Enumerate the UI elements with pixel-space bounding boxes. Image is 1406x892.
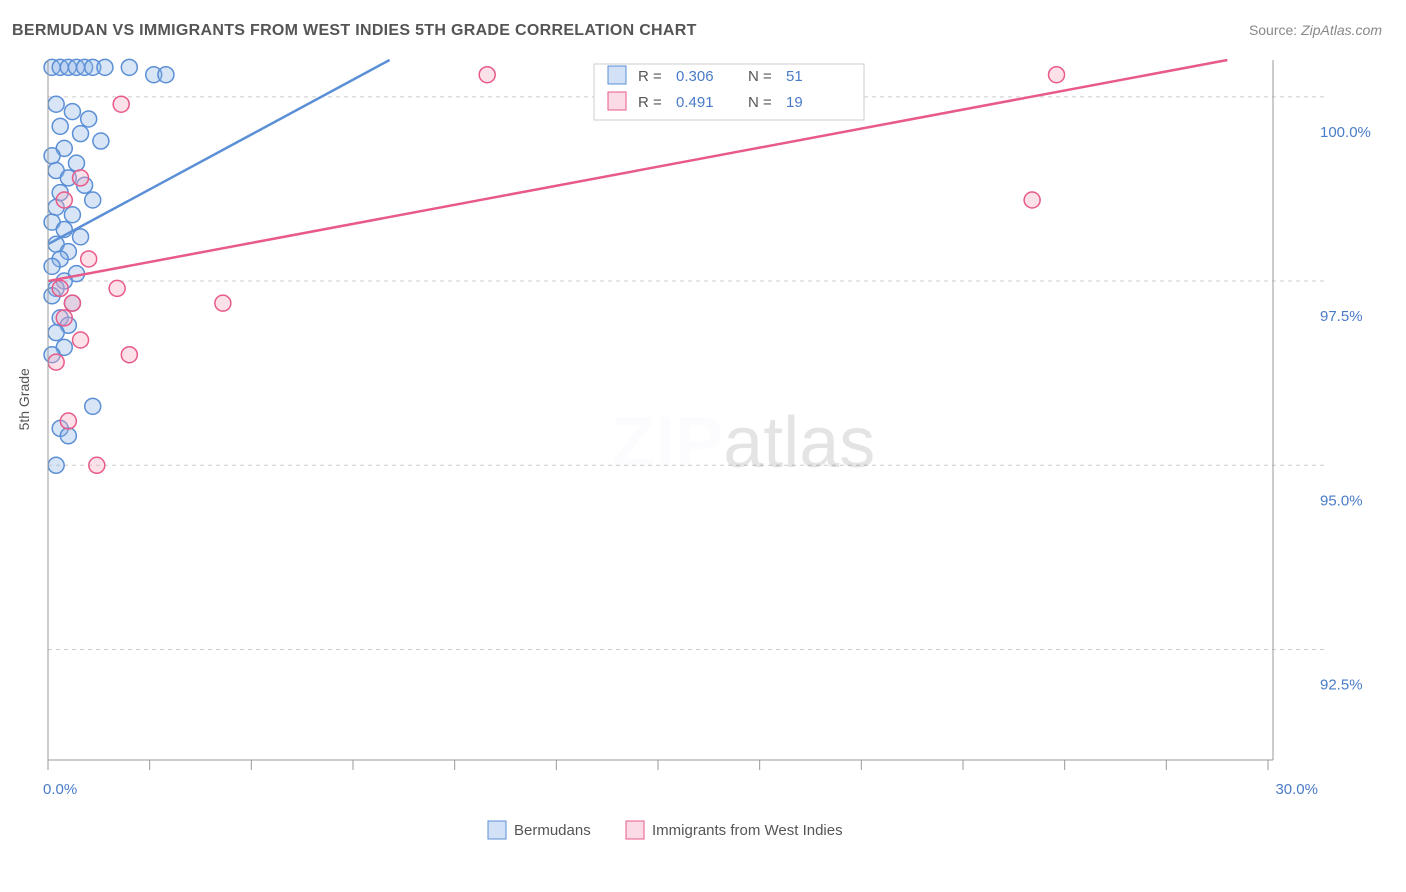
data-point xyxy=(64,207,80,223)
data-point xyxy=(52,280,68,296)
data-point xyxy=(89,457,105,473)
data-point xyxy=(68,155,84,171)
data-point xyxy=(81,111,97,127)
data-point xyxy=(85,192,101,208)
data-point xyxy=(158,67,174,83)
legend-bg xyxy=(594,64,864,120)
data-point xyxy=(73,332,89,348)
y-tick-label: 100.0% xyxy=(1320,124,1371,141)
legend-swatch xyxy=(626,821,644,839)
legend-series-label: Bermudans xyxy=(514,822,591,839)
legend-r-label: R = xyxy=(638,94,662,111)
legend-r-value: 0.491 xyxy=(676,94,714,111)
source-label: Source: xyxy=(1249,22,1297,38)
y-tick-label: 92.5% xyxy=(1320,676,1363,693)
y-axis-label: 5th Grade xyxy=(16,368,32,430)
data-point xyxy=(64,104,80,120)
x-tick-label: 30.0% xyxy=(1275,781,1318,798)
data-point xyxy=(44,258,60,274)
data-point xyxy=(48,325,64,341)
scatter-chart: 92.5%95.0%97.5%100.0%ZIPatlas0.0%30.0%R … xyxy=(48,60,1328,800)
data-point xyxy=(73,229,89,245)
legend-swatch xyxy=(488,821,506,839)
data-point xyxy=(48,457,64,473)
chart-title: BERMUDAN VS IMMIGRANTS FROM WEST INDIES … xyxy=(12,22,697,40)
chart-svg: 92.5%95.0%97.5%100.0%ZIPatlas0.0%30.0%R … xyxy=(48,60,1328,800)
source-value: ZipAtlas.com xyxy=(1301,22,1382,38)
data-point xyxy=(1024,192,1040,208)
legend-n-value: 19 xyxy=(786,94,803,111)
data-point xyxy=(73,126,89,142)
data-point xyxy=(113,96,129,112)
source-attribution: Source: ZipAtlas.com xyxy=(1249,22,1382,38)
y-tick-label: 97.5% xyxy=(1320,308,1363,325)
data-point xyxy=(93,133,109,149)
legend-swatch xyxy=(608,92,626,110)
data-point xyxy=(215,295,231,311)
data-point xyxy=(109,280,125,296)
data-point xyxy=(64,295,80,311)
data-point xyxy=(44,148,60,164)
legend-n-label: N = xyxy=(748,94,772,111)
data-point xyxy=(48,96,64,112)
data-point xyxy=(85,398,101,414)
legend-swatch xyxy=(608,66,626,84)
data-point xyxy=(121,59,137,75)
data-point xyxy=(60,413,76,429)
x-tick-label: 0.0% xyxy=(43,781,77,798)
legend-stats: R = 0.306 N = 51 R = 0.491 N = 19 xyxy=(594,64,864,120)
y-tick-label: 95.0% xyxy=(1320,492,1363,509)
data-point xyxy=(97,59,113,75)
data-point xyxy=(56,310,72,326)
data-point xyxy=(81,251,97,267)
data-point xyxy=(1049,67,1065,83)
data-point xyxy=(73,170,89,186)
data-point xyxy=(52,118,68,134)
legend-r-value: 0.306 xyxy=(676,68,714,85)
data-point xyxy=(56,192,72,208)
legend-series: Bermudans Immigrants from West Indies xyxy=(488,821,843,839)
legend-n-value: 51 xyxy=(786,68,803,85)
legend-series-label: Immigrants from West Indies xyxy=(652,822,843,839)
watermark: ZIPatlas xyxy=(611,403,875,483)
legend-n-label: N = xyxy=(748,68,772,85)
data-point xyxy=(121,347,137,363)
data-point xyxy=(479,67,495,83)
data-point xyxy=(60,428,76,444)
legend-r-label: R = xyxy=(638,68,662,85)
data-point xyxy=(48,354,64,370)
trend-line xyxy=(48,60,390,244)
